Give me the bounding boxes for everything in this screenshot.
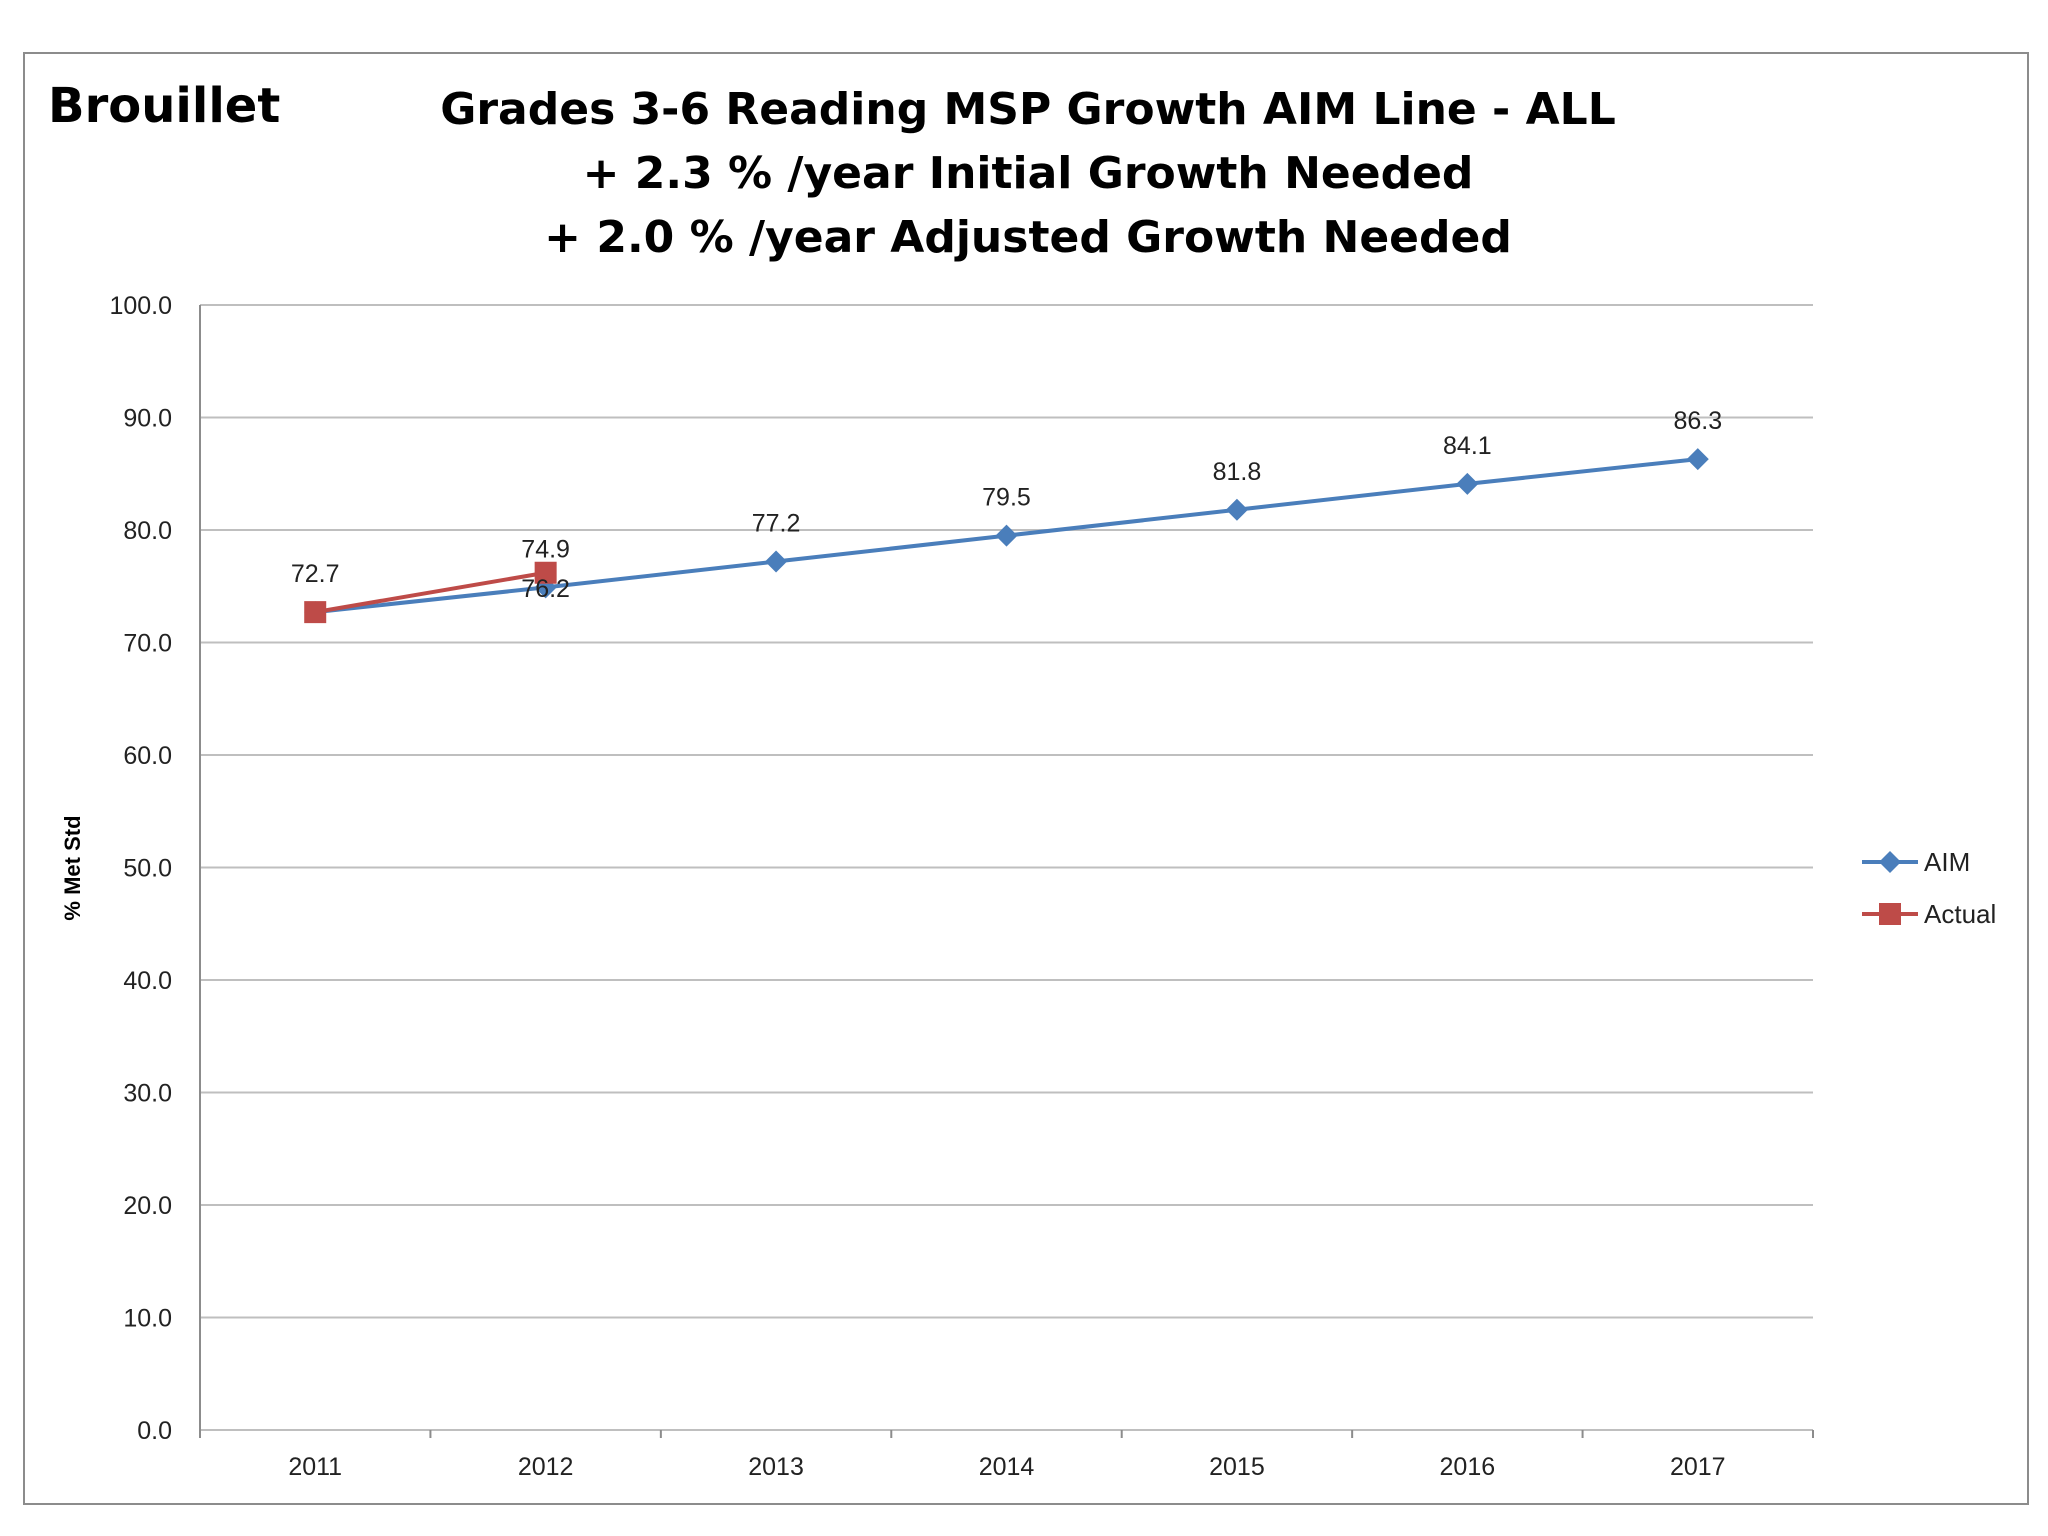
x-tick-label-0: 2011 [288, 1453, 342, 1481]
legend-label-actual: Actual [1924, 899, 1996, 929]
data-labels: 72.7 74.9 77.2 79.5 81.8 84.1 86.3 76.2 [291, 407, 1722, 603]
x-tick-label-2: 2013 [748, 1453, 804, 1481]
data-point-actual-0 [304, 601, 327, 624]
y-tick-label-7: 70.0 [123, 630, 172, 658]
data-point-actual-1 [534, 561, 557, 584]
data-label-actual-1: 76.2 [521, 575, 570, 603]
y-tick-label-2: 20.0 [123, 1192, 172, 1220]
y-axis-title: % Met Std [60, 815, 85, 920]
plot-series [304, 448, 1709, 624]
chart-frame [23, 52, 2029, 1505]
legend-marker-actual [1879, 903, 1901, 925]
data-label-aim-3: 79.5 [982, 484, 1031, 512]
legend: AIM Actual [1862, 847, 1996, 929]
x-tick-label-1: 2012 [518, 1453, 574, 1481]
legend-marker-aim [1879, 851, 1901, 873]
school-name: Brouillet [48, 78, 280, 134]
y-tick-label-3: 30.0 [123, 1080, 172, 1108]
y-tick-label-8: 80.0 [123, 517, 172, 545]
data-point-aim-5 [1456, 472, 1479, 495]
data-point-aim-2 [765, 550, 788, 573]
x-tick-label-6: 2017 [1670, 1453, 1726, 1481]
data-label-aim-0: 72.7 [291, 560, 340, 588]
data-label-aim-6: 86.3 [1673, 407, 1722, 435]
data-point-aim-3 [995, 524, 1018, 547]
data-label-aim-2: 77.2 [752, 510, 801, 538]
legend-label-aim: AIM [1924, 847, 1970, 877]
series-line-actual [313, 570, 548, 615]
y-tick-label-0: 0.0 [137, 1417, 172, 1445]
data-label-aim-5: 84.1 [1443, 432, 1492, 460]
y-tick-label-4: 40.0 [123, 967, 172, 995]
y-tick-label-6: 60.0 [123, 742, 172, 770]
x-tick-label-5: 2016 [1440, 1453, 1496, 1481]
x-tick-label-3: 2014 [979, 1453, 1035, 1481]
y-tick-label-1: 10.0 [123, 1305, 172, 1333]
y-tick-label-9: 90.0 [123, 405, 172, 433]
chart-title-line-3: + 2.0 % /year Adjusted Growth Needed [544, 212, 1512, 263]
y-tick-label-5: 50.0 [123, 855, 172, 883]
x-tick-label-4: 2015 [1209, 1453, 1265, 1481]
data-point-aim-6 [1686, 448, 1709, 471]
data-point-aim-4 [1225, 498, 1248, 521]
y-tick-label-10: 100.0 [109, 292, 172, 320]
data-label-aim-1: 74.9 [521, 535, 570, 563]
chart-title-line-2: + 2.3 % /year Initial Growth Needed [583, 148, 1474, 199]
y-axis-ticks: 0.0 10.0 20.0 30.0 40.0 50.0 60.0 70.0 80.0 90.0 1… [109, 292, 172, 1445]
chart-title-line-1: Grades 3-6 Reading MSP Growth AIM Line -… [440, 84, 1616, 135]
x-axis-ticks: 2011 2012 2013 2014 2015 2016 2017 [199, 1430, 1814, 1481]
data-label-aim-4: 81.8 [1213, 458, 1262, 486]
